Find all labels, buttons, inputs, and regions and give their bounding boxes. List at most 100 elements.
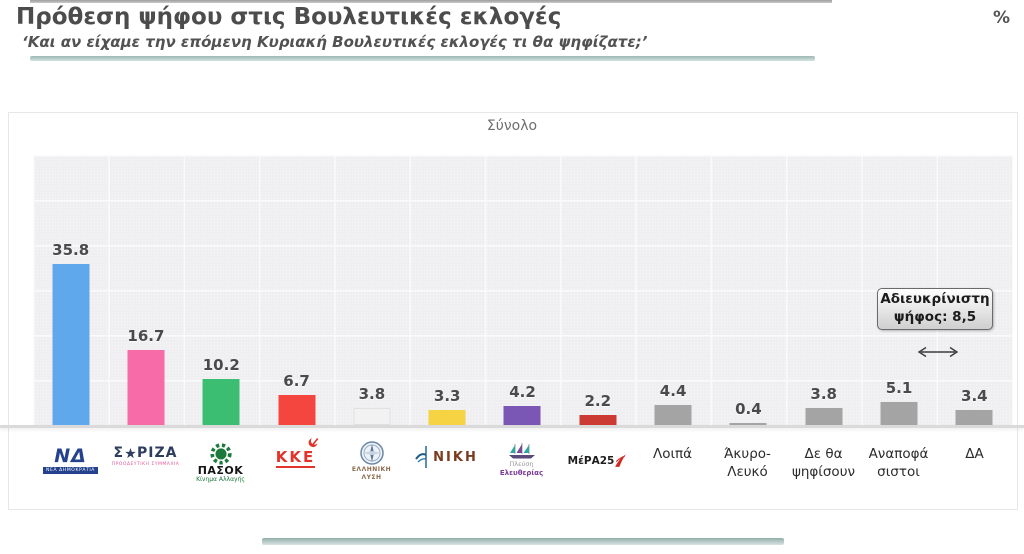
bar-group-1: 16.7 (108, 155, 183, 425)
label-line2: ψηφίσουν (791, 463, 856, 480)
bar-value-label: 4.2 (509, 383, 536, 402)
bar-6 (503, 406, 541, 425)
bar-2 (202, 379, 240, 425)
bar-10 (805, 407, 843, 425)
kke-logo-text: ΚΚΕ (275, 448, 316, 468)
syriza-logo: Σ ΡΙΖΑ (113, 437, 177, 461)
plefsi-logo-text-1: Πλεύση (509, 460, 534, 468)
bottom-divider (262, 538, 784, 545)
bar-3 (278, 394, 316, 425)
bar-group-5: 3.3 (410, 155, 485, 425)
bar-4 (353, 407, 391, 425)
bar-group-7: 2.2 (560, 155, 635, 425)
bar-value-label: 3.8 (358, 384, 386, 403)
party-logo-kke: ΚΚΕ (258, 437, 333, 503)
plot-area: Αδιευκρίνιστη ψήφος: 8,5 35.8 16.7 10.2 6.7… (33, 155, 1013, 425)
bar-group-4: 3.8 (334, 155, 409, 425)
bar-group-10: 3.8 (786, 155, 861, 425)
elliniki-lysi-logo-text: ΕΛΛΗΝΙΚΗ ΛΥΣΗ (352, 466, 391, 483)
label-line2: Λευκό (727, 463, 768, 480)
category-label-anapofasistoi: Αναποφά σιστοι (861, 437, 936, 503)
elliniki-lysi-line2: ΛΥΣΗ (361, 474, 382, 482)
party-logo-syriza: Σ ΡΙΖΑ ΠΡΟΟΔΕΥΤΙΚΗ ΣΥΜΜΑΧΙΑ (108, 437, 183, 503)
page-title: Πρόθεση ψήφου στις Βουλευτικές εκλογές (16, 4, 562, 30)
party-logo-elliniki-lysi: ΕΛΛΗΝΙΚΗ ΛΥΣΗ (334, 437, 409, 503)
niki-logo: ΝΙΚΗ (415, 437, 478, 469)
party-logo-niki: ΝΙΚΗ (409, 437, 484, 503)
label-text: Λοιπά (652, 446, 693, 462)
label-line1: Δε θα (804, 446, 843, 462)
double-arrow-icon (917, 346, 959, 358)
label-text: ΔΑ (965, 446, 984, 462)
bird-emblem-icon (415, 446, 427, 468)
bar-group-11: 5.1 (861, 155, 936, 425)
star-icon (125, 447, 136, 458)
category-label-loipa: Λοιπά (635, 437, 710, 503)
bar-value-label: 6.7 (283, 371, 310, 390)
red-bird-icon (615, 454, 627, 467)
bar-value-label: 5.1 (885, 379, 913, 398)
pasok-logo-subtext: Κίνημα Αλλαγής (196, 476, 245, 483)
elliniki-lysi-line1: ΕΛΛΗΝΙΚΗ (351, 466, 392, 473)
party-logo-nea-dimokratia: ΝΔ ΝΕΑ ΔΗΜΟΚΡΑΤΙΑ (33, 437, 108, 503)
annotation-line1: Αδιευκρίνιστη (880, 291, 990, 308)
bar-value-label: 4.4 (659, 382, 687, 401)
bar-value-label: 10.2 (202, 356, 240, 375)
bar-value-label: 3.8 (810, 384, 837, 403)
hammer-sickle-icon (308, 437, 319, 448)
party-logo-plefsi-eleftherias: Πλεύση Ελευθερίας (484, 437, 559, 503)
label-text: Αναποφά σιστοι (869, 437, 929, 481)
label-line1: Αναποφά (868, 446, 929, 462)
category-label-de-tha-psifisoun: Δε θα ψηφίσουν (786, 437, 861, 503)
bar-value-label: 2.2 (584, 392, 612, 411)
bar-12 (955, 409, 993, 425)
unit-label: % (992, 8, 1010, 28)
plefsi-logo-text-2: Ελευθερίας (499, 468, 544, 477)
syriza-logo-subtext: ΠΡΟΟΔΕΥΤΙΚΗ ΣΥΜΜΑΧΙΑ (111, 462, 180, 467)
sun-icon (209, 443, 232, 465)
bar-value-label: 0.4 (735, 400, 762, 419)
nd-logo-text: ΝΔ (54, 445, 87, 467)
compass-icon (359, 441, 384, 465)
undecided-vote-annotation: Αδιευκρίνιστη ψήφος: 8,5 (877, 288, 993, 330)
chart-title: Σύνολο (486, 118, 538, 134)
bar-9 (729, 423, 767, 425)
label-text: Δε θα ψηφίσουν (792, 437, 855, 481)
bar-1 (127, 349, 165, 425)
bar-0 (52, 263, 90, 425)
x-axis-line (0, 425, 1024, 428)
label-text: Άκυρο- Λευκό (724, 437, 771, 481)
sailboat-icon (508, 443, 535, 459)
bar-11 (880, 402, 918, 425)
bar-value-label: 16.7 (127, 326, 165, 345)
bar-group-12: 3.4 (937, 155, 1012, 425)
bar-group-3: 6.7 (259, 155, 334, 425)
party-logo-mera25: ΜέΡΑ25 (560, 437, 635, 503)
syriza-logo-text-1: Σ (113, 445, 125, 461)
label-line1: Άκυρο- (724, 446, 771, 462)
bar-value-label: 3.4 (961, 386, 988, 405)
category-label-akyro-leyko: Άκυρο- Λευκό (710, 437, 785, 503)
bar-group-9: 0.4 (711, 155, 786, 425)
bar-group-8: 4.4 (635, 155, 710, 425)
bar-group-2: 10.2 (184, 155, 259, 425)
annotation-line2: ψήφος: 8,5 (893, 309, 977, 325)
bar-5 (428, 410, 466, 425)
bar-value-label: 3.3 (433, 387, 461, 406)
mera25-logo-text: ΜέΡΑ25 (567, 454, 615, 467)
nd-logo-subtext: ΝΕΑ ΔΗΜΟΚΡΑΤΙΑ (43, 467, 98, 474)
mera25-logo: ΜέΡΑ25 (568, 437, 628, 468)
bar-7 (579, 415, 617, 425)
bar-group-0: 35.8 (33, 155, 108, 425)
pasok-logo-text: ΠΑΣΟΚ (197, 464, 244, 477)
page-subtitle: ‘Και αν είχαμε την επόμενη Κυριακή Βουλε… (22, 33, 648, 51)
niki-logo-text: ΝΙΚΗ (433, 449, 478, 465)
label-line2: σιστοι (877, 463, 920, 480)
bar-group-6: 4.2 (485, 155, 560, 425)
party-logo-pasok: ΠΑΣΟΚ Κίνημα Αλλαγής (183, 437, 258, 503)
nd-logo: ΝΔ ΝΕΑ ΔΗΜΟΚΡΑΤΙΑ (43, 437, 98, 474)
bar-8 (654, 405, 692, 425)
kke-logo: ΚΚΕ (275, 437, 319, 468)
syriza-logo-text-2: ΡΙΖΑ (137, 445, 178, 461)
